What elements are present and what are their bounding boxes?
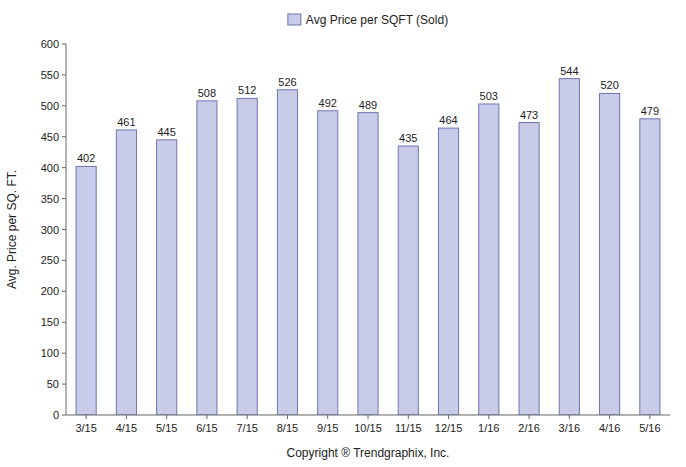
x-tick-label: 12/15 — [435, 422, 463, 434]
x-tick — [609, 415, 610, 419]
y-tick-label: 350 — [41, 193, 59, 205]
y-tick-label: 500 — [41, 100, 59, 112]
x-tick-label: 2/16 — [518, 422, 539, 434]
data-label: 402 — [77, 152, 95, 164]
data-labels: 402 461 445 508 512 526 492 489 435 464 503 473 544 5… — [77, 65, 659, 165]
x-tick-label: 3/16 — [559, 422, 580, 434]
data-label: 544 — [560, 65, 578, 77]
y-tick — [62, 74, 66, 75]
y-tick — [62, 229, 66, 230]
bar — [197, 101, 217, 415]
y-axis-label: Avg. Price per SQ. FT. — [5, 170, 19, 289]
axes: 0 50 100 150 200 250 300 350 400 450 500 550 600 3/15… — [41, 38, 670, 434]
x-tick-label: 4/16 — [599, 422, 620, 434]
x-tick — [126, 415, 127, 419]
x-tick — [408, 415, 409, 419]
y-tick — [62, 415, 66, 416]
data-label: 503 — [480, 90, 498, 102]
data-label: 473 — [520, 109, 538, 121]
y-tick-label: 400 — [41, 162, 59, 174]
x-tick — [448, 415, 449, 419]
y-tick-label: 450 — [41, 131, 59, 143]
bar — [116, 130, 136, 415]
x-tick-label: 8/15 — [277, 422, 298, 434]
x-tick-label: 3/15 — [75, 422, 96, 434]
legend-swatch — [288, 14, 301, 25]
y-tick — [62, 198, 66, 199]
bar — [559, 79, 579, 415]
x-tick-label: 6/15 — [196, 422, 217, 434]
x-tick-label: 5/15 — [156, 422, 177, 434]
data-label: 526 — [278, 76, 296, 88]
x-tick — [166, 415, 167, 419]
data-label: 520 — [600, 79, 618, 91]
data-label: 464 — [439, 114, 457, 126]
chart: 402 461 445 508 512 526 492 489 435 464 503 473 544 5… — [0, 0, 686, 467]
y-tick — [62, 136, 66, 137]
x-tick-label: 1/16 — [478, 422, 499, 434]
x-tick-label: 9/15 — [317, 422, 338, 434]
bar — [600, 93, 620, 415]
y-tick — [62, 353, 66, 354]
y-tick — [62, 291, 66, 292]
y-tick — [62, 260, 66, 261]
bar — [277, 90, 297, 415]
y-tick — [62, 105, 66, 106]
y-tick — [62, 44, 66, 45]
x-tick — [529, 415, 530, 419]
y-tick-label: 250 — [41, 254, 59, 266]
bar — [358, 113, 378, 415]
bar — [318, 111, 338, 415]
x-tick — [488, 415, 489, 419]
x-tick-label: 7/15 — [236, 422, 257, 434]
bar — [519, 123, 539, 415]
bar — [237, 98, 257, 415]
y-tick — [62, 167, 66, 168]
bar — [76, 166, 96, 415]
bar — [157, 140, 177, 415]
data-label: 508 — [198, 87, 216, 99]
x-tick — [86, 415, 87, 419]
data-label: 492 — [319, 97, 337, 109]
y-tick-label: 550 — [41, 69, 59, 81]
y-tick-label: 600 — [41, 38, 59, 50]
data-label: 461 — [117, 116, 135, 128]
bar — [398, 146, 418, 415]
data-label: 479 — [641, 105, 659, 117]
y-tick-label: 50 — [47, 378, 59, 390]
x-tick-label: 11/15 — [395, 422, 422, 434]
y-tick-label: 100 — [41, 347, 59, 359]
bar — [479, 104, 499, 415]
y-tick-label: 150 — [41, 316, 59, 328]
data-label: 489 — [359, 99, 377, 111]
y-tick — [62, 384, 66, 385]
x-tick — [287, 415, 288, 419]
x-tick-label: 4/15 — [116, 422, 137, 434]
bars — [76, 79, 660, 415]
data-label: 445 — [157, 126, 175, 138]
x-tick — [206, 415, 207, 419]
data-label: 512 — [238, 84, 256, 96]
legend-label: Avg Price per SQFT (Sold) — [306, 13, 448, 27]
x-tick — [368, 415, 369, 419]
bar — [640, 119, 660, 415]
y-tick-label: 300 — [41, 224, 59, 236]
x-tick — [569, 415, 570, 419]
data-label: 435 — [399, 132, 417, 144]
x-tick — [327, 415, 328, 419]
y-tick-label: 0 — [53, 409, 59, 421]
x-tick-label: 5/16 — [639, 422, 660, 434]
y-tick-label: 200 — [41, 285, 59, 297]
x-tick — [649, 415, 650, 419]
x-axis-label: Copyright ® Trendgraphix, Inc. — [287, 446, 450, 460]
y-tick — [62, 322, 66, 323]
bar — [438, 128, 458, 415]
x-tick-label: 10/15 — [354, 422, 382, 434]
x-tick — [247, 415, 248, 419]
legend: Avg Price per SQFT (Sold) — [288, 13, 448, 27]
